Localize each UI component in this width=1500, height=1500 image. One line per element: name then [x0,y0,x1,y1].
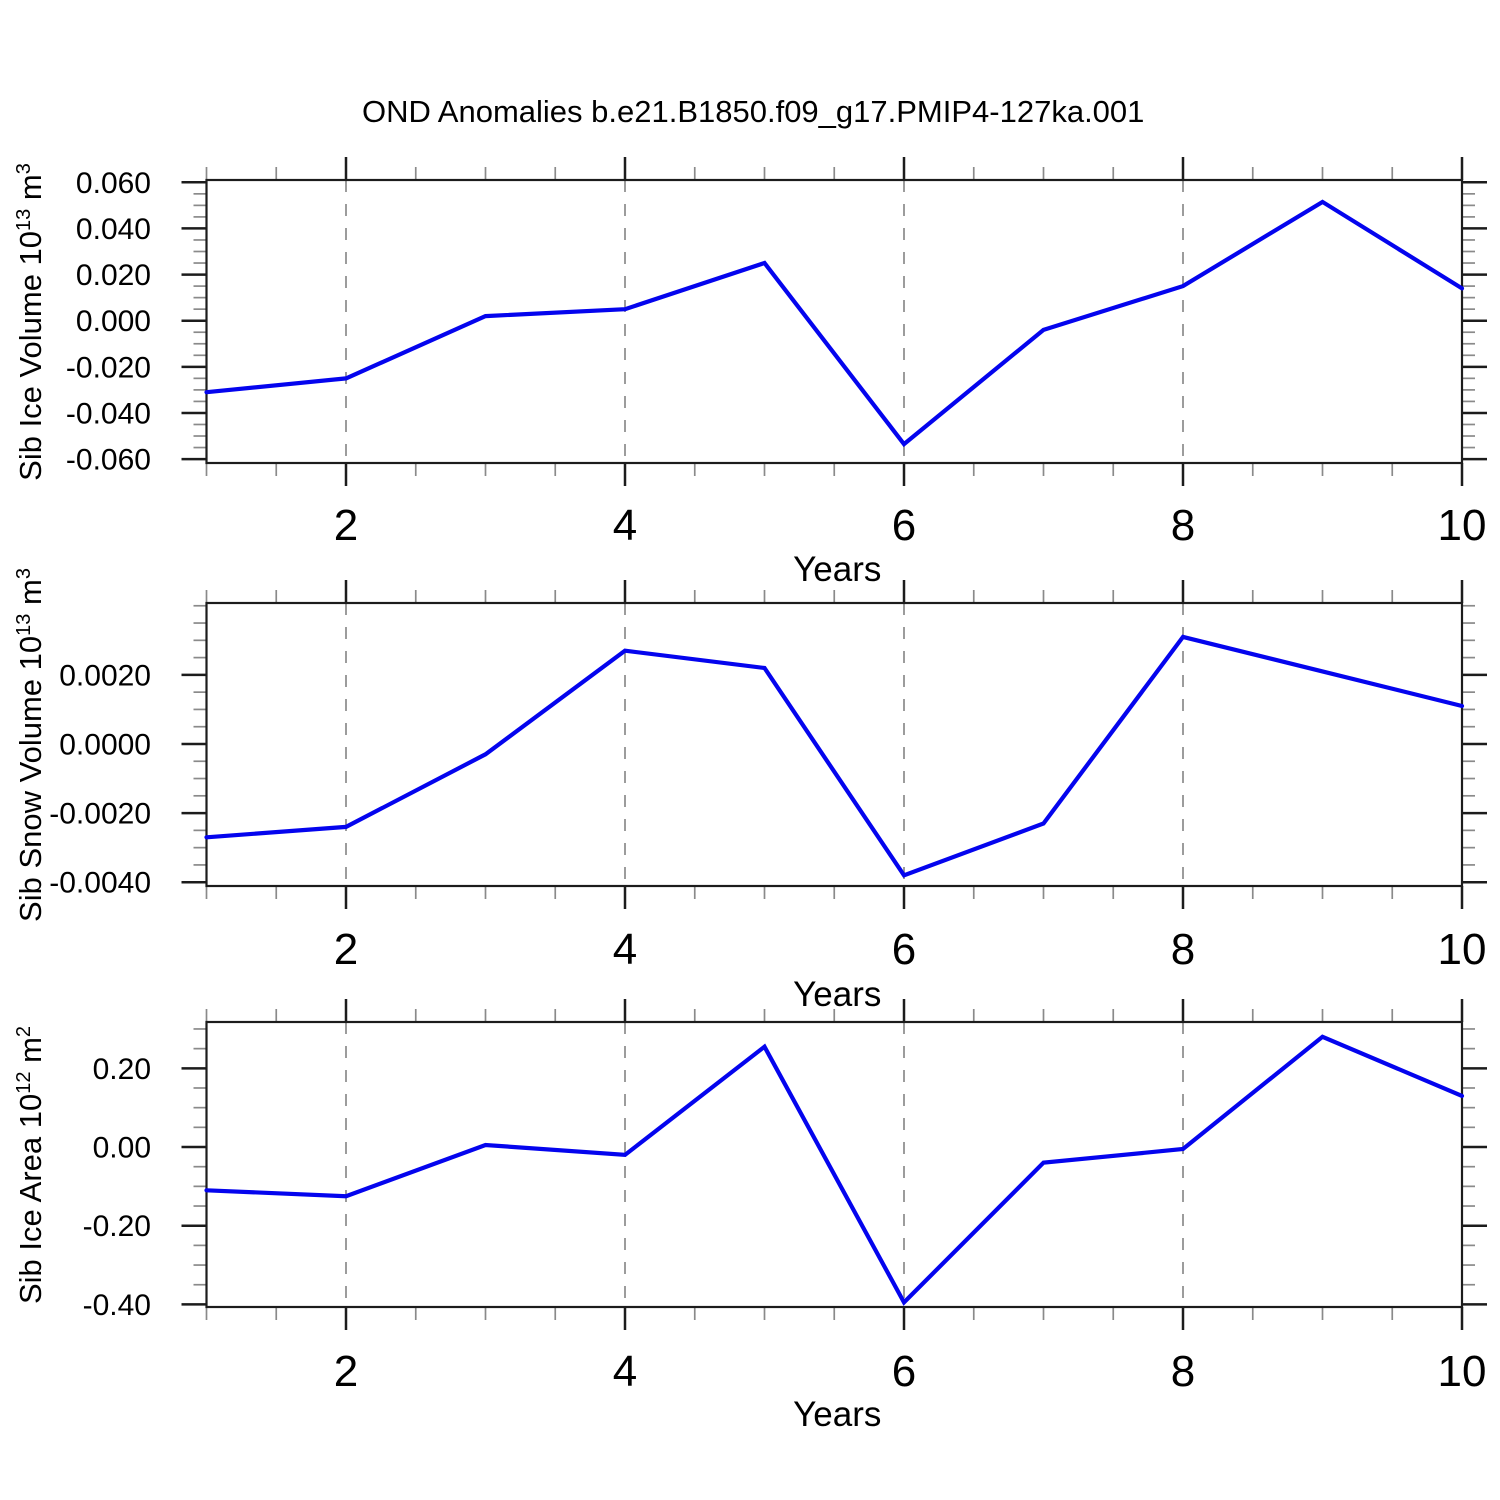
x-tick-label: 6 [892,925,916,974]
y-tick-label: 0.00 [93,1132,151,1165]
y-tick-label: -0.20 [83,1210,151,1243]
x-tick-label: 10 [1438,1347,1487,1396]
x-tick-label: 6 [892,501,916,550]
x-tick-label: 8 [1171,1347,1195,1396]
x-tick-label: 4 [613,501,637,550]
y-tick-label: 0.020 [76,259,151,292]
x-tick-label: 8 [1171,501,1195,550]
x-axis-title-chart2: Years [793,975,882,1014]
plot-frame [205,1020,1464,1309]
y-tick-label: -0.020 [66,351,151,384]
x-tick-label: 10 [1438,501,1487,550]
y-tick-label: 0.040 [76,213,151,246]
chart-sib-snow-volume: 0.0020 0.0000 -0.0020 -0.0040 2 4 6 8 10 [49,580,1487,974]
y-axis-title-ice-volume: Sib Ice Volume 1013 m3 [12,162,49,481]
plot-frame [205,601,1464,888]
y-axis-title-snow-volume: Sib Snow Volume 1013 m3 [12,567,49,922]
x-tick-label: 10 [1438,925,1487,974]
plot-frame [205,178,1464,465]
y-tick-label: 0.20 [93,1053,151,1086]
series-line [204,634,1465,878]
x-tick-label: 2 [334,1347,358,1396]
series-line [204,199,1465,448]
y-tick-label: 0.0020 [59,659,151,692]
x-axis-title-chart1: Years [793,550,882,589]
x-tick-label: 4 [613,925,637,974]
y-tick-label: 0.060 [76,167,151,200]
y-tick-label: -0.0040 [49,867,151,900]
x-tick-label: 2 [334,501,358,550]
y-tick-label: -0.40 [83,1289,151,1322]
y-tick-label: -0.040 [66,397,151,430]
chart-sib-ice-volume: 0.060 0.040 0.020 0.000 -0.020 -0.040 -0.060 2 4… [66,157,1487,550]
x-tick-label: 2 [334,925,358,974]
y-tick-label: 0.000 [76,305,151,338]
y-tick-label: 0.0000 [59,728,151,761]
x-tick-label: 8 [1171,925,1195,974]
x-tick-label: 4 [613,1347,637,1396]
x-axis-title-chart3: Years [793,1395,882,1434]
y-tick-label: -0.0020 [49,798,151,831]
figure-title: OND Anomalies b.e21.B1850.f09_g17.PMIP4-… [362,94,1145,129]
series-line [204,1034,1465,1306]
chart-sib-ice-area: 0.20 0.00 -0.20 -0.40 2 4 6 8 10 [83,999,1487,1396]
y-tick-label: -0.060 [66,444,151,477]
y-axis-title-ice-area: Sib Ice Area 1012 m2 [12,1025,49,1304]
x-tick-label: 6 [892,1347,916,1396]
